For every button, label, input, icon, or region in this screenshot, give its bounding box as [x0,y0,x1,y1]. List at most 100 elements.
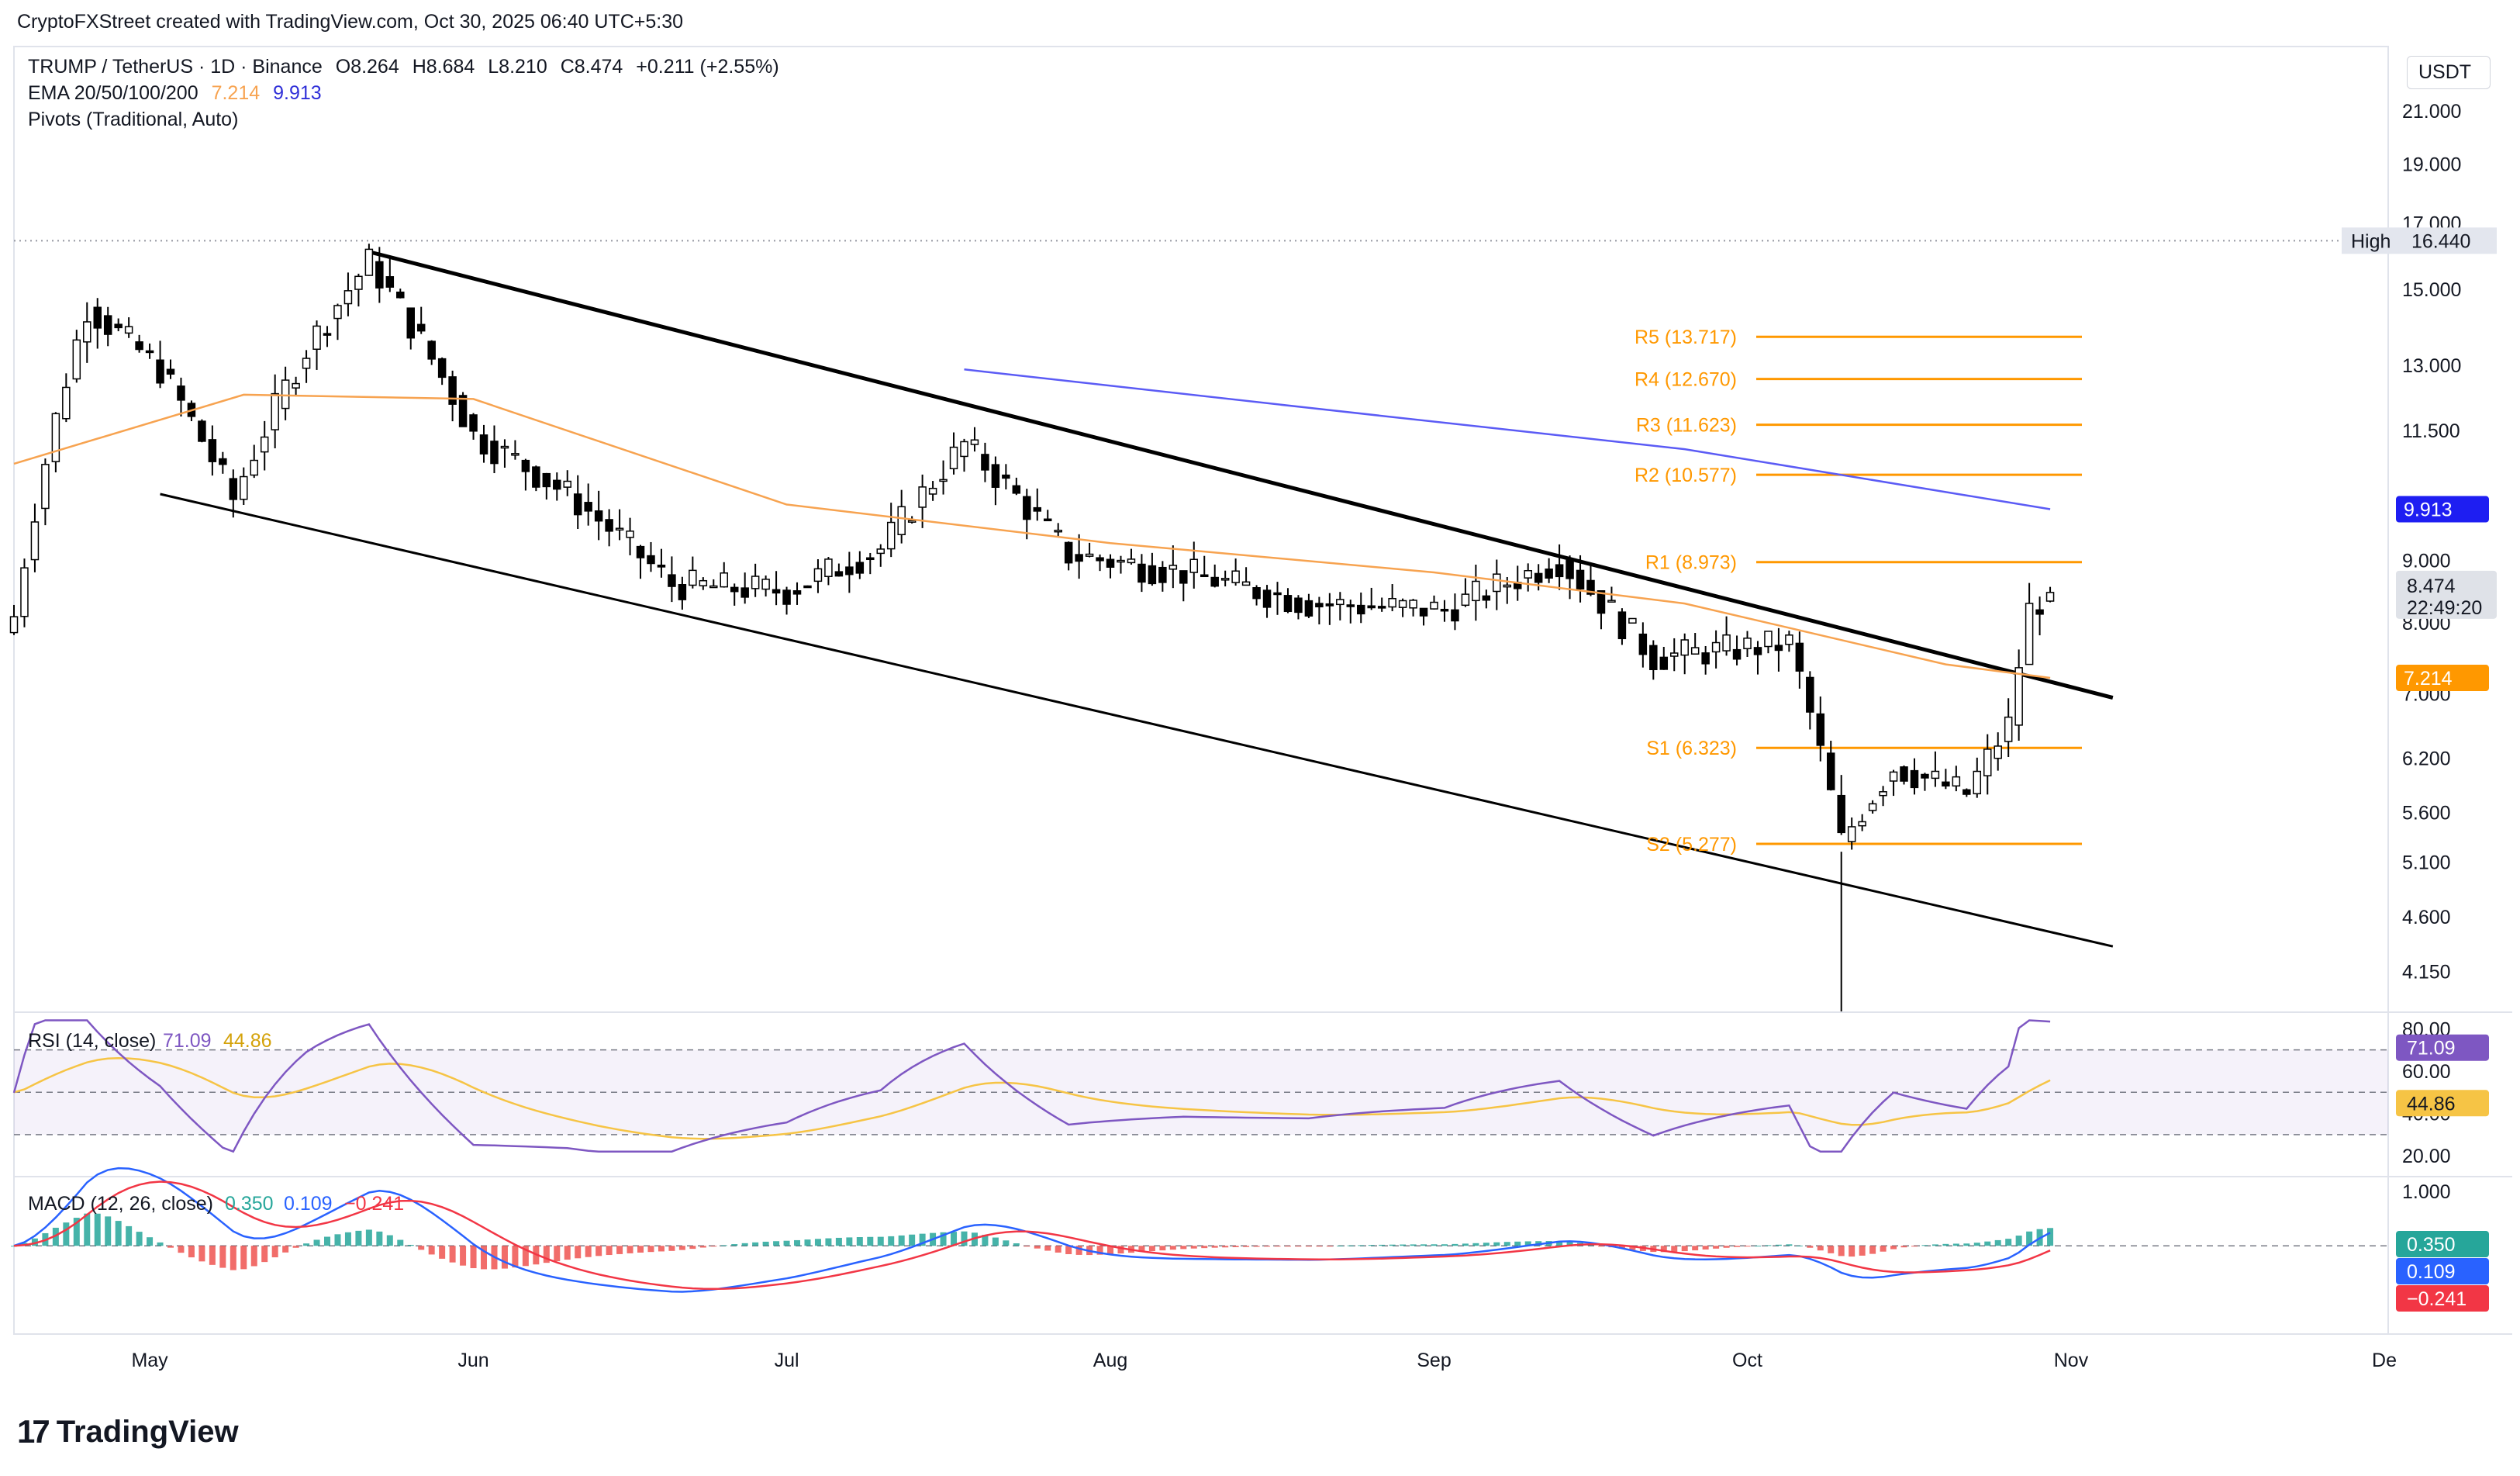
candle-body [1283,595,1293,613]
ohlc-low: L8.210 [488,56,547,78]
macd-hist-bar [940,1232,947,1246]
price-tick-label: 4.150 [2402,961,2451,983]
ema200-line [964,368,2051,510]
candle-body [385,276,395,288]
ema200-price-tag-bg [2396,496,2489,523]
high-tag-label: High [2351,230,2391,252]
candle-body [1023,496,1031,520]
candle-body [500,445,509,449]
candle-body [782,589,791,605]
rsi-tick-label: 60.00 [2402,1061,2451,1083]
candle-body [114,323,123,329]
macd-value: 0.109 [284,1193,333,1215]
candle-body [928,487,937,495]
plot-border [13,46,2389,1335]
macd-tag-bg-0 [2396,1231,2489,1257]
candle-body [1900,766,1908,782]
macd-hist-bar [334,1234,341,1246]
candle-body [1994,745,2002,759]
macd-hist-bar [344,1232,351,1246]
pivot-label-s2: S2 (5.277) [1646,834,1737,856]
macd-hist-bar [1483,1243,1490,1246]
candle-body [30,521,40,561]
macd-hist-bar [846,1237,853,1246]
candle-body [354,275,363,290]
candle-body [1158,566,1167,583]
macd-hist-bar [2026,1231,2033,1246]
candle-body [939,479,948,482]
macd-hist-bar [1514,1241,1521,1246]
candle-body [813,568,823,582]
last-price-tag-bg [2396,570,2497,619]
candle-body [1137,563,1146,583]
macd-hist-bar [1692,1246,1699,1251]
candle-body [406,307,415,339]
candle-body [416,323,426,332]
candle-body [1586,579,1595,595]
macd-hist-bar [668,1246,675,1251]
macd-hist-bar [1880,1246,1887,1252]
pivot-label-r2: R2 (10.577) [1635,465,1737,486]
candle-body [1743,638,1752,650]
macd-hist-bar [178,1246,185,1253]
candle-body [511,453,520,456]
macd-hist-bar [1096,1246,1103,1255]
candle-body [1315,603,1324,608]
pivot-label-r3: R3 (11.623) [1636,415,1737,437]
last-price-tag: 8.474 [2407,576,2456,597]
macd-hist-bar [1368,1245,1375,1246]
macd-hist-bar [773,1241,780,1246]
ohlc-change: +0.211 (+2.55%) [636,56,779,78]
candle-body [1012,485,1021,494]
macd-hist-bar [1055,1246,1062,1253]
macd-hist-bar [1660,1246,1667,1253]
macd-hist-bar [94,1213,101,1246]
candle-body [124,326,133,334]
time-label-jun: Jun [457,1350,488,1371]
candle-body [323,333,332,336]
macd-hist-bar [1859,1246,1866,1256]
macd-hist-bar [209,1246,216,1265]
price-tick-label: 21.000 [2402,101,2461,123]
macd-hist-bar [2015,1236,2022,1246]
candle-body [1493,573,1501,593]
candle-body [824,558,833,577]
macd-hist-bar [585,1246,592,1257]
candle-body [981,454,989,471]
macd-hist-bar [136,1232,143,1246]
macd-hist-bar [1441,1244,1448,1246]
candle-body [1858,821,1866,827]
macd-hist-bar [282,1246,289,1253]
rsi-tag-bg [2396,1034,2489,1061]
pivots-legend[interactable]: Pivots (Traditional, Auto) [28,109,239,130]
macd-hist-bar [1431,1244,1438,1246]
symbol-legend[interactable]: TRUMP / TetherUS · 1D · Binance O8.264 H… [28,56,787,78]
candle-body [1054,529,1062,533]
candle-body [1973,770,1982,795]
candle-body [1200,574,1209,578]
macd-label: MACD (12, 26, close) [28,1193,213,1215]
macd-tag-0: 0.350 [2407,1234,2456,1256]
rsi-line [12,1019,2051,1153]
currency-button[interactable]: USDT [2407,56,2491,89]
candle-body [1075,554,1083,562]
macd-hist-bar [292,1246,299,1248]
candle-body [333,305,342,320]
ema-legend[interactable]: EMA 20/50/100/200 7.214 9.913 [28,82,330,105]
price-tick-label: 4.600 [2402,907,2451,928]
macd-hist-bar [1765,1245,1772,1246]
macd-histogram-group [11,1213,2054,1270]
price-tick-label: 5.100 [2402,852,2451,873]
candle-body [845,566,854,576]
candle-body [605,519,613,532]
macd-hist-bar [1869,1246,1876,1254]
candle-body [1889,771,1898,782]
macd-hist-bar [428,1246,435,1255]
macd-hist-bar [804,1239,811,1246]
candle-body [740,587,749,598]
candle-body [1117,559,1125,563]
macd-tag-1: 0.109 [2407,1261,2456,1283]
macd-hist-bar [1629,1246,1636,1250]
brand-name: TradingView [56,1414,239,1449]
